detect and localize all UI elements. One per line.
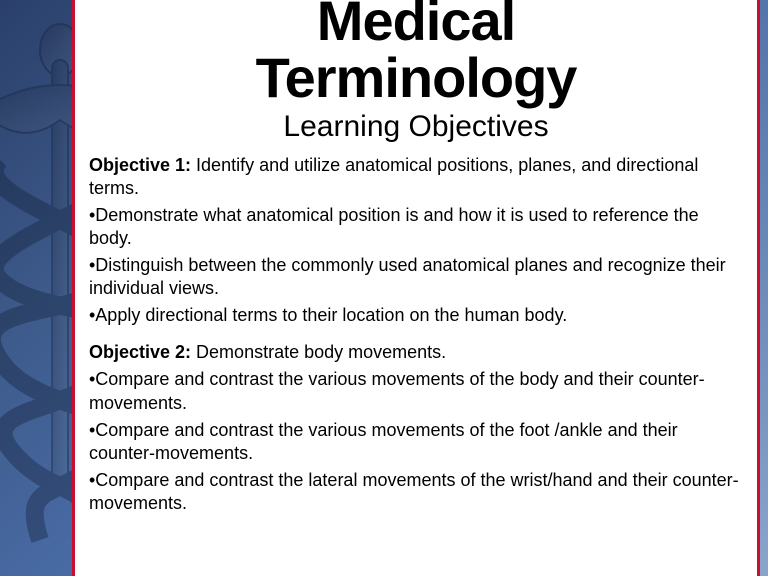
objective-2-heading: Objective 2: Demonstrate body movements. — [89, 341, 743, 364]
slide-content-panel: Medical Terminology Learning Objectives … — [72, 0, 760, 576]
objective-2-label: Objective 2: — [89, 342, 191, 362]
slide-subtitle: Learning Objectives — [89, 110, 743, 144]
title-line-1: Medical — [317, 0, 515, 52]
objective-1-heading: Objective 1: Identify and utilize anatom… — [89, 154, 743, 200]
objective-2-text: Demonstrate body movements. — [191, 342, 446, 362]
slide-title: Medical Terminology — [89, 0, 743, 106]
body-text-block: Objective 1: Identify and utilize anatom… — [89, 154, 743, 514]
objective-2-bullet-1: •Compare and contrast the various moveme… — [89, 368, 743, 414]
objective-2-bullet-2: •Compare and contrast the various moveme… — [89, 419, 743, 465]
objective-1-bullet-2: •Distinguish between the commonly used a… — [89, 254, 743, 300]
objective-1-label: Objective 1: — [89, 155, 191, 175]
title-line-2: Terminology — [256, 46, 577, 109]
objective-1-bullet-1: •Demonstrate what anatomical position is… — [89, 204, 743, 250]
objective-2-bullet-3: •Compare and contrast the lateral moveme… — [89, 469, 743, 515]
objective-1-bullet-3: •Apply directional terms to their locati… — [89, 304, 743, 327]
